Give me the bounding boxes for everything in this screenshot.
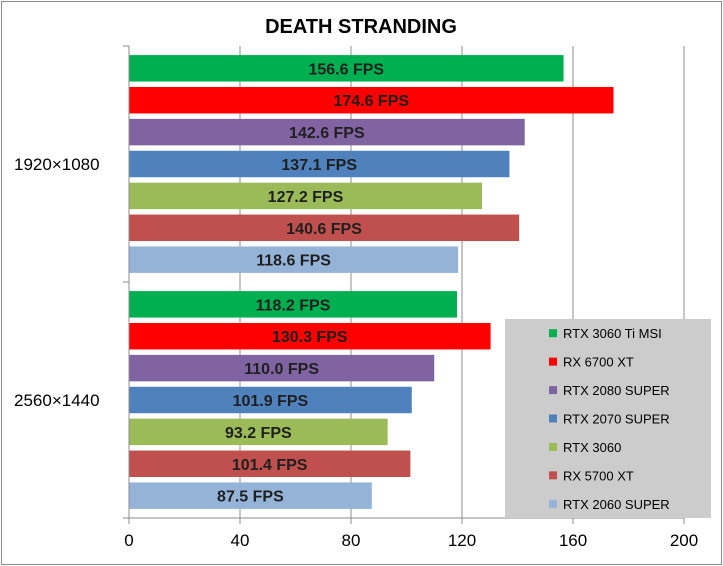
legend-swatch [549,442,557,451]
x-tick-label: 80 [342,531,361,550]
bar [129,322,491,350]
x-tick-label: 40 [231,531,250,550]
legend-entry-label: RTX 3060 [563,440,621,455]
bar [129,55,564,82]
bar-data-label: 101.9 FPS [233,393,309,410]
legend-swatch [549,329,557,338]
bar-data-label: 140.6 FPS [286,221,362,238]
bar-data-label: 93.2 FPS [225,425,292,442]
legend-entry-label: RTX 3060 Ti MSI [563,326,662,341]
legend-entry-label: RX 6700 XT [563,355,634,370]
bar [129,86,614,114]
bars-layer: 156.6 FPS 174.6 FPS 142.6 FPS 137.1 FPS 127.… [129,55,614,509]
bar-data-label: 87.5 FPS [217,489,284,506]
legend-entry-label: RTX 2080 SUPER [563,383,670,398]
bar-data-label: 101.4 FPS [232,457,308,474]
bar [129,118,525,146]
legend-swatch [549,471,557,480]
bar-data-label: 137.1 FPS [281,157,357,174]
legend-entry-label: RX 5700 XT [563,468,634,483]
bar-data-label: 110.0 FPS [244,361,319,378]
bar [129,386,412,414]
bar-data-label: 156.6 FPS [308,61,384,78]
legend-swatch [549,414,557,423]
x-tick-label: 0 [124,531,133,550]
legend: RTX 3060 Ti MSI RX 6700 XT RTX 2080 SUPER R… [505,319,711,518]
bar [129,150,510,178]
legend-swatch [549,357,557,366]
chart-title: DEATH STRANDING [265,16,457,38]
bar [129,291,458,318]
legend-swatch [549,499,557,508]
bar [129,182,482,210]
bar-data-label: 142.6 FPS [289,125,365,142]
legend-box [505,319,711,518]
x-tick-label: 120 [448,531,476,550]
bar-data-label: 127.2 FPS [268,189,344,206]
x-tick-label: 160 [559,531,587,550]
bar [129,450,411,478]
legend-entry-label: RTX 2070 SUPER [563,412,670,427]
legend-swatch [549,386,557,395]
bar-data-label: 130.3 FPS [272,329,348,346]
legend-entry-label: RTX 2060 SUPER [563,497,670,512]
bar-data-label: 174.6 FPS [333,93,409,110]
x-tick-label: 200 [670,531,698,550]
category-label: 2560×1440 [14,391,100,410]
bar [129,482,372,509]
bar-data-label: 118.6 FPS [256,253,331,270]
bar [129,214,520,242]
bar-data-label: 118.2 FPS [256,297,331,314]
bar [129,246,459,273]
bar [129,418,388,446]
category-label: 1920×1080 [14,155,100,174]
bar [129,354,435,382]
